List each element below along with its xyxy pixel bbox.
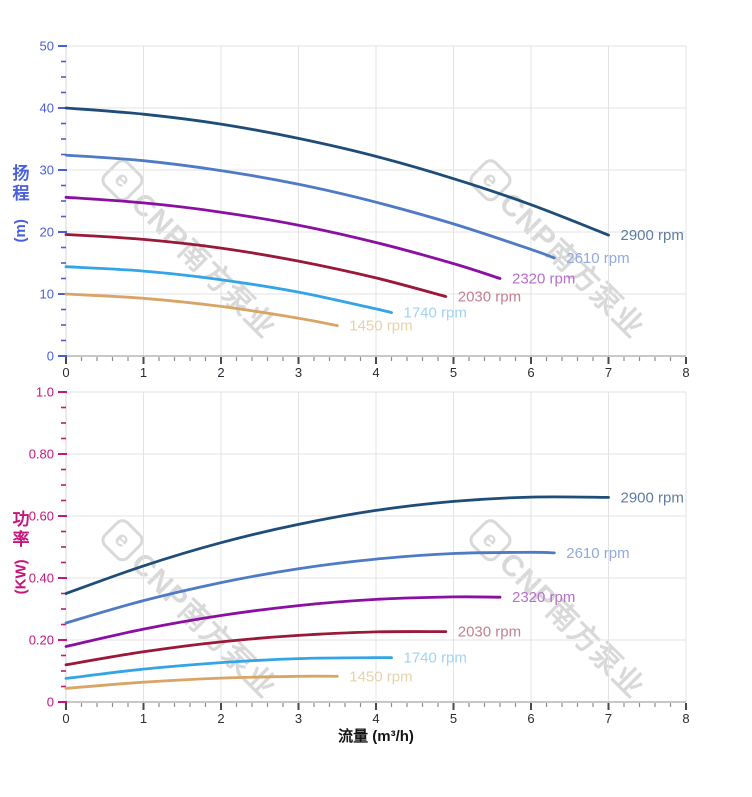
curve-1450-rpm	[64, 292, 339, 327]
head-curves-x-ticks	[65, 357, 687, 364]
svg-text:7: 7	[605, 365, 612, 380]
svg-text:0: 0	[47, 695, 54, 710]
svg-text:4: 4	[372, 365, 379, 380]
power-curves-x-ticks	[65, 703, 687, 710]
axis-title-char: 率	[12, 530, 30, 550]
head-curves-y-ticks	[58, 45, 67, 357]
svg-text:20: 20	[40, 225, 54, 240]
svg-text:5: 5	[450, 365, 457, 380]
svg-text:2: 2	[217, 365, 224, 380]
head-curves-x-tick-labels: 0 1 2 3 4 5 6 7 8	[62, 365, 689, 380]
svg-text:0.20: 0.20	[29, 633, 54, 648]
curve-label-2320-rpm: 2320 rpm	[512, 271, 575, 288]
axis-title-unit: (KW)	[12, 559, 30, 595]
power-curves-x-tick-labels: 0 1 2 3 4 5 6 7 8	[62, 711, 689, 726]
curve-label-1450-rpm: 1450 rpm	[349, 318, 412, 335]
head-curves: 0 1 2 3 4 5 6 7 8 0 10 20 30 40 50 2900 rpm 2610 rpm 2320…	[40, 39, 690, 381]
svg-text:3: 3	[295, 711, 302, 726]
curve-2320-rpm	[64, 195, 502, 280]
curve-2030-rpm	[64, 630, 448, 667]
axis-title-char: 功	[12, 510, 30, 529]
svg-text:5: 5	[450, 711, 457, 726]
curve-2900-rpm	[64, 106, 610, 237]
svg-text:0: 0	[47, 349, 54, 364]
svg-text:6: 6	[527, 365, 534, 380]
svg-text:2: 2	[217, 711, 224, 726]
svg-text:4: 4	[372, 711, 379, 726]
svg-text:6: 6	[527, 711, 534, 726]
curve-label-2320-rpm: 2320 rpm	[512, 589, 575, 606]
curve-label-2900-rpm: 2900 rpm	[621, 227, 684, 244]
svg-text:8: 8	[682, 365, 689, 380]
curve-2030-rpm	[64, 233, 448, 298]
svg-text:0: 0	[62, 365, 69, 380]
axis-title-char: 扬	[12, 164, 30, 183]
curve-label-2030-rpm: 2030 rpm	[458, 288, 521, 305]
svg-text:8: 8	[682, 711, 689, 726]
svg-text:0.80: 0.80	[29, 447, 54, 462]
svg-text:7: 7	[605, 711, 612, 726]
svg-text:40: 40	[40, 101, 54, 116]
svg-text:3: 3	[295, 365, 302, 380]
svg-text:1: 1	[140, 365, 147, 380]
curve-1740-rpm	[64, 656, 393, 680]
svg-text:0.40: 0.40	[29, 571, 54, 586]
svg-text:1.0: 1.0	[36, 385, 54, 400]
svg-text:1: 1	[140, 711, 147, 726]
curve-2320-rpm	[64, 595, 502, 648]
axis-title-char: 程	[12, 184, 30, 204]
curve-1450-rpm	[64, 674, 339, 690]
curve-label-2030-rpm: 2030 rpm	[458, 624, 521, 641]
curve-label-2610-rpm: 2610 rpm	[566, 250, 629, 267]
curve-1740-rpm	[64, 265, 393, 314]
svg-text:30: 30	[40, 163, 54, 178]
svg-text:50: 50	[40, 39, 54, 54]
curve-2610-rpm	[64, 153, 556, 260]
flow-axis-title: 流量 (m³/h)	[338, 728, 414, 745]
power-curves-y-ticks	[58, 391, 67, 703]
curve-label-1740-rpm: 1740 rpm	[404, 305, 467, 322]
power-axis-title: 功率 (KW)	[5, 510, 37, 600]
curve-label-1450-rpm: 1450 rpm	[349, 668, 412, 685]
head-axis-title: 扬程 (m)	[5, 164, 37, 254]
power-curves: 0 1 2 3 4 5 6 7 8 0 0.20 0.40 0.60 0.80 1.0 2900 rpm 261…	[29, 385, 690, 727]
head-curves-y-tick-labels: 0 10 20 30 40 50	[40, 39, 54, 364]
svg-text:0.60: 0.60	[29, 509, 54, 524]
svg-text:0: 0	[62, 711, 69, 726]
curve-label-2610-rpm: 2610 rpm	[566, 545, 629, 562]
head-curves-grid	[66, 45, 687, 356]
svg-text:10: 10	[40, 287, 54, 302]
curve-label-2900-rpm: 2900 rpm	[621, 489, 684, 506]
curve-2610-rpm	[64, 550, 556, 625]
curve-label-1740-rpm: 1740 rpm	[404, 650, 467, 667]
power-curves-grid	[66, 391, 687, 702]
power-curves-y-tick-labels: 0 0.20 0.40 0.60 0.80 1.0	[29, 385, 54, 710]
axis-title-unit: (m)	[12, 219, 30, 243]
curve-2900-rpm	[64, 495, 610, 595]
